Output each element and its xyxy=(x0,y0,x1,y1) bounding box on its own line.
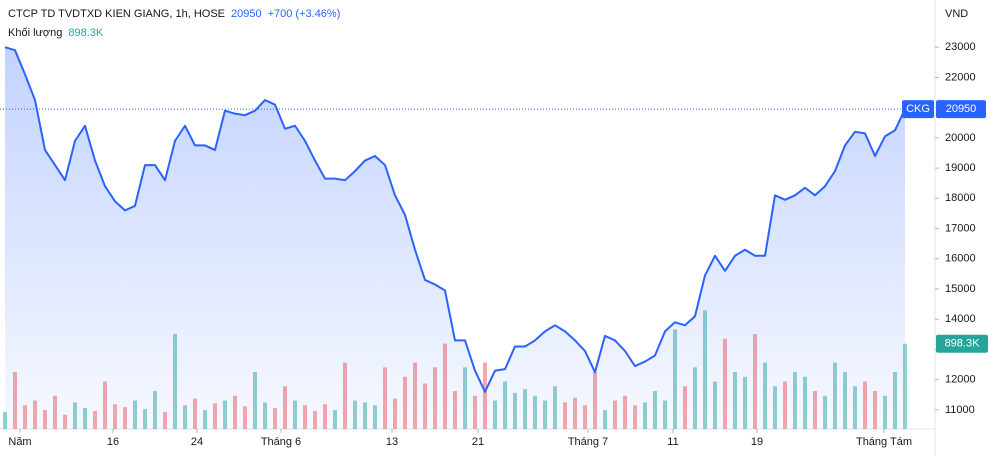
x-tick-label: Năm xyxy=(8,436,31,448)
volume-tag-label: 898.3K xyxy=(945,338,981,350)
volume-tag xyxy=(936,334,988,353)
price-tag-label: 20950 xyxy=(946,103,977,115)
y-tick-label: 16000 xyxy=(945,253,976,265)
price-tag xyxy=(936,100,986,119)
chart-title: CTCP TD TVDTXD KIEN GIANG, 1h, HOSE xyxy=(8,8,225,20)
x-tick-label: 13 xyxy=(386,436,398,448)
x-tick-label: 24 xyxy=(191,436,203,448)
volume-name: Khối lượng xyxy=(8,27,62,39)
price-change: +700 (+3.46%) xyxy=(268,8,341,20)
x-tick-label: Tháng 6 xyxy=(261,436,301,448)
y-tick-label: 20000 xyxy=(945,132,976,144)
x-tick-label: 16 xyxy=(107,436,119,448)
price-line xyxy=(4,46,906,393)
y-tick-label: 23000 xyxy=(945,41,976,53)
price-layer xyxy=(4,46,906,430)
y-tick-label: 19000 xyxy=(945,162,976,174)
x-tick-label: Tháng Tám xyxy=(856,436,912,448)
currency: VND xyxy=(945,8,968,20)
x-tick-label: Tháng 7 xyxy=(568,436,608,448)
y-tick-label: 15000 xyxy=(945,283,976,295)
x-tick-label: 21 xyxy=(472,436,484,448)
volume-value: 898.3K xyxy=(68,27,104,39)
y-tick-label: 18000 xyxy=(945,192,976,204)
symbol-tag-label: CKG xyxy=(906,103,930,115)
price-area xyxy=(5,47,905,430)
last-price: 20950 xyxy=(231,8,262,20)
y-tick-label: 17000 xyxy=(945,222,976,234)
symbol-tag xyxy=(902,100,934,119)
x-tick-label: 19 xyxy=(751,436,763,448)
y-tick-label: 12000 xyxy=(945,374,976,386)
y-tick-label: 11000 xyxy=(945,404,975,416)
y-tick-label: 22000 xyxy=(945,71,976,83)
x-tick-label: 11 xyxy=(667,436,678,448)
y-tick-label: 14000 xyxy=(945,313,976,325)
